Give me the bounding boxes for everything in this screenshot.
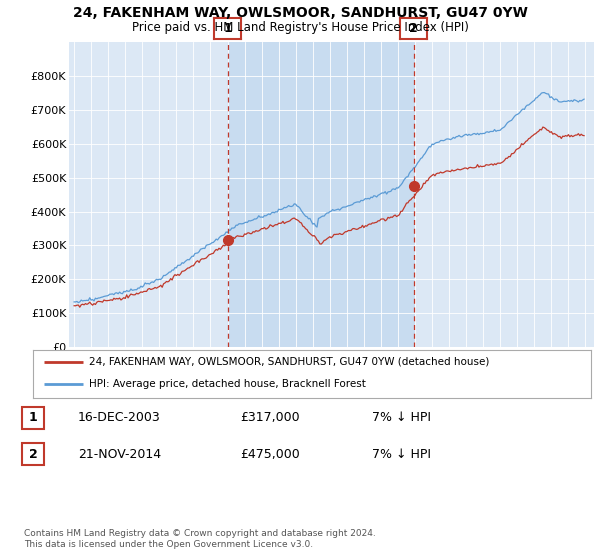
- FancyBboxPatch shape: [22, 444, 44, 465]
- Text: HPI: Average price, detached house, Bracknell Forest: HPI: Average price, detached house, Brac…: [89, 379, 365, 389]
- Text: 2: 2: [29, 448, 37, 461]
- Text: £475,000: £475,000: [240, 448, 300, 461]
- Bar: [227, 42, 413, 347]
- Text: 21-NOV-2014: 21-NOV-2014: [78, 448, 161, 461]
- FancyBboxPatch shape: [22, 407, 44, 429]
- Text: Contains HM Land Registry data © Crown copyright and database right 2024.
This d: Contains HM Land Registry data © Crown c…: [24, 529, 376, 549]
- Text: 2: 2: [409, 22, 418, 35]
- Text: 24, FAKENHAM WAY, OWLSMOOR, SANDHURST, GU47 0YW: 24, FAKENHAM WAY, OWLSMOOR, SANDHURST, G…: [73, 6, 527, 20]
- Text: 24, FAKENHAM WAY, OWLSMOOR, SANDHURST, GU47 0YW (detached house): 24, FAKENHAM WAY, OWLSMOOR, SANDHURST, G…: [89, 357, 489, 367]
- Text: 7% ↓ HPI: 7% ↓ HPI: [372, 412, 431, 424]
- Text: 16-DEC-2003: 16-DEC-2003: [78, 412, 161, 424]
- Text: Price paid vs. HM Land Registry's House Price Index (HPI): Price paid vs. HM Land Registry's House …: [131, 21, 469, 34]
- Text: 1: 1: [223, 22, 232, 35]
- Text: £317,000: £317,000: [240, 412, 299, 424]
- Text: 7% ↓ HPI: 7% ↓ HPI: [372, 448, 431, 461]
- Text: 1: 1: [29, 412, 37, 424]
